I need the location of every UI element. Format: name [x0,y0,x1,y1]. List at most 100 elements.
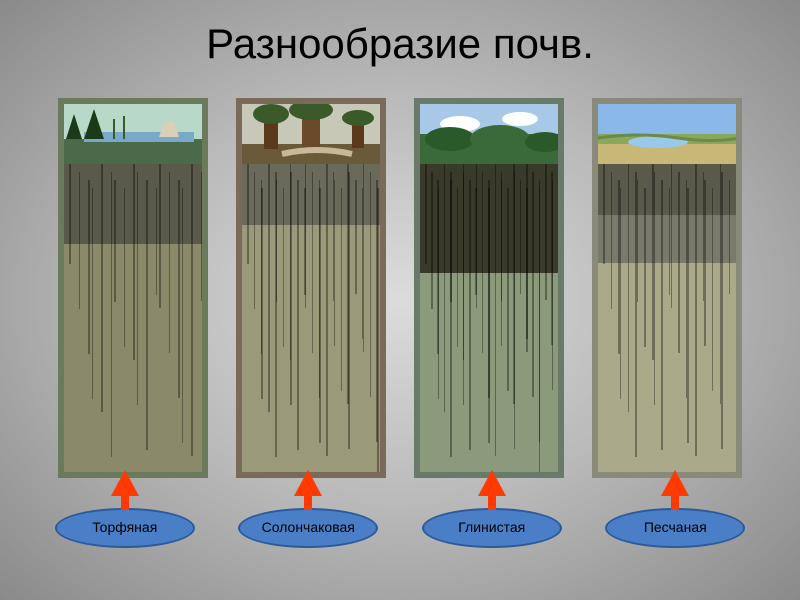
soil-profile [592,98,742,478]
soil-crack [654,172,656,405]
soil-crack [637,180,639,302]
soil-crack [661,180,663,450]
soil-surface [242,104,380,164]
soil-layers [64,164,202,478]
page-title: Разнообразие почв. [0,0,800,68]
soil-crack [444,164,446,412]
soil-crack [159,164,161,308]
arrow-stem [304,492,312,510]
soil-crack [297,180,299,450]
arrow-stem [121,492,129,510]
soil-crack [431,172,433,309]
soil-crack [488,188,490,443]
soil-crack [425,164,427,264]
soil-crack [319,188,321,443]
soil-crack [514,172,516,449]
arrow-stem [671,492,679,510]
soil-profiles-row [0,98,800,478]
soil-crack [620,188,622,399]
soil-crack [539,188,541,478]
soil-crack [326,164,328,456]
soil-crack [704,180,706,346]
soil-crack [628,164,630,412]
soil-crack [69,164,71,264]
soil-crack [133,164,135,360]
soil-crack [156,188,158,295]
soil-crack [178,180,180,398]
soil-label-badge: Глинистая [422,508,562,548]
soil-crack [334,180,336,346]
soil-surface [598,104,736,164]
soil-crack [79,172,81,309]
soil-crack [276,180,278,302]
soil-crack [476,164,478,308]
soil-crack [687,188,689,443]
soil-crack [169,172,171,353]
soil-crack [290,172,292,405]
soil-crack [146,180,148,450]
soil-crack [495,164,497,456]
soil-profile [414,98,564,478]
soil-label-group: Песчаная [591,508,761,548]
soil-crack [526,164,528,352]
soil-crack [558,188,560,435]
soil-label-badge: Торфяная [55,508,195,548]
soil-label-group: Солончаковая [224,508,394,548]
soil-crack [712,188,714,391]
soil-crack [363,164,365,352]
soil-crack [611,172,613,309]
soil-crack [736,188,738,339]
soil-crack [355,180,357,294]
soil-crack [671,164,673,308]
labels-row: Торфяная Солончаковая Глинистая Песчаная [0,508,800,548]
arrow-stem [488,492,496,510]
soil-crack [438,188,440,399]
soil-layers [420,164,558,478]
soil-crack [312,172,314,353]
soil-crack [469,180,471,450]
soil-profile [58,98,208,478]
soil-crack [721,172,723,449]
soil-crack [370,172,372,397]
soil-crack [191,164,193,456]
soil-crack [201,172,203,301]
soil-label-badge: Песчаная [605,508,745,548]
soil-crack [137,172,139,405]
soil-crack [377,188,379,478]
soil-crack [729,180,731,294]
soil-crack [678,172,680,353]
soil-crack [348,172,350,449]
soil-layers [598,164,736,478]
soil-profile [236,98,386,478]
soil-crack [283,188,285,347]
soil-crack [114,180,116,302]
soil-crack [341,188,343,391]
soil-crack [450,180,452,302]
soil-crack [92,188,94,399]
soil-crack [507,188,509,391]
soil-crack [101,164,103,412]
soil-label-group: Глинистая [407,508,577,548]
soil-crack [520,180,522,294]
soil-label-badge: Солончаковая [238,508,378,548]
soil-crack [182,188,184,443]
soil-crack [603,164,605,264]
soil-crack [457,188,459,347]
soil-layers [242,164,380,478]
soil-crack [88,180,90,354]
soil-crack [482,172,484,353]
soil-crack [268,164,270,412]
soil-crack [532,172,534,397]
soil-crack [124,188,126,347]
soil-crack [501,180,503,346]
soil-crack [247,164,249,264]
soil-label-group: Торфяная [40,508,210,548]
soil-crack [644,188,646,347]
soil-crack [305,164,307,308]
soil-crack [545,164,547,300]
soil-surface [420,104,558,164]
soil-crack [463,172,465,405]
soil-crack [695,164,697,456]
soil-crack [254,172,256,309]
soil-crack [552,180,554,390]
